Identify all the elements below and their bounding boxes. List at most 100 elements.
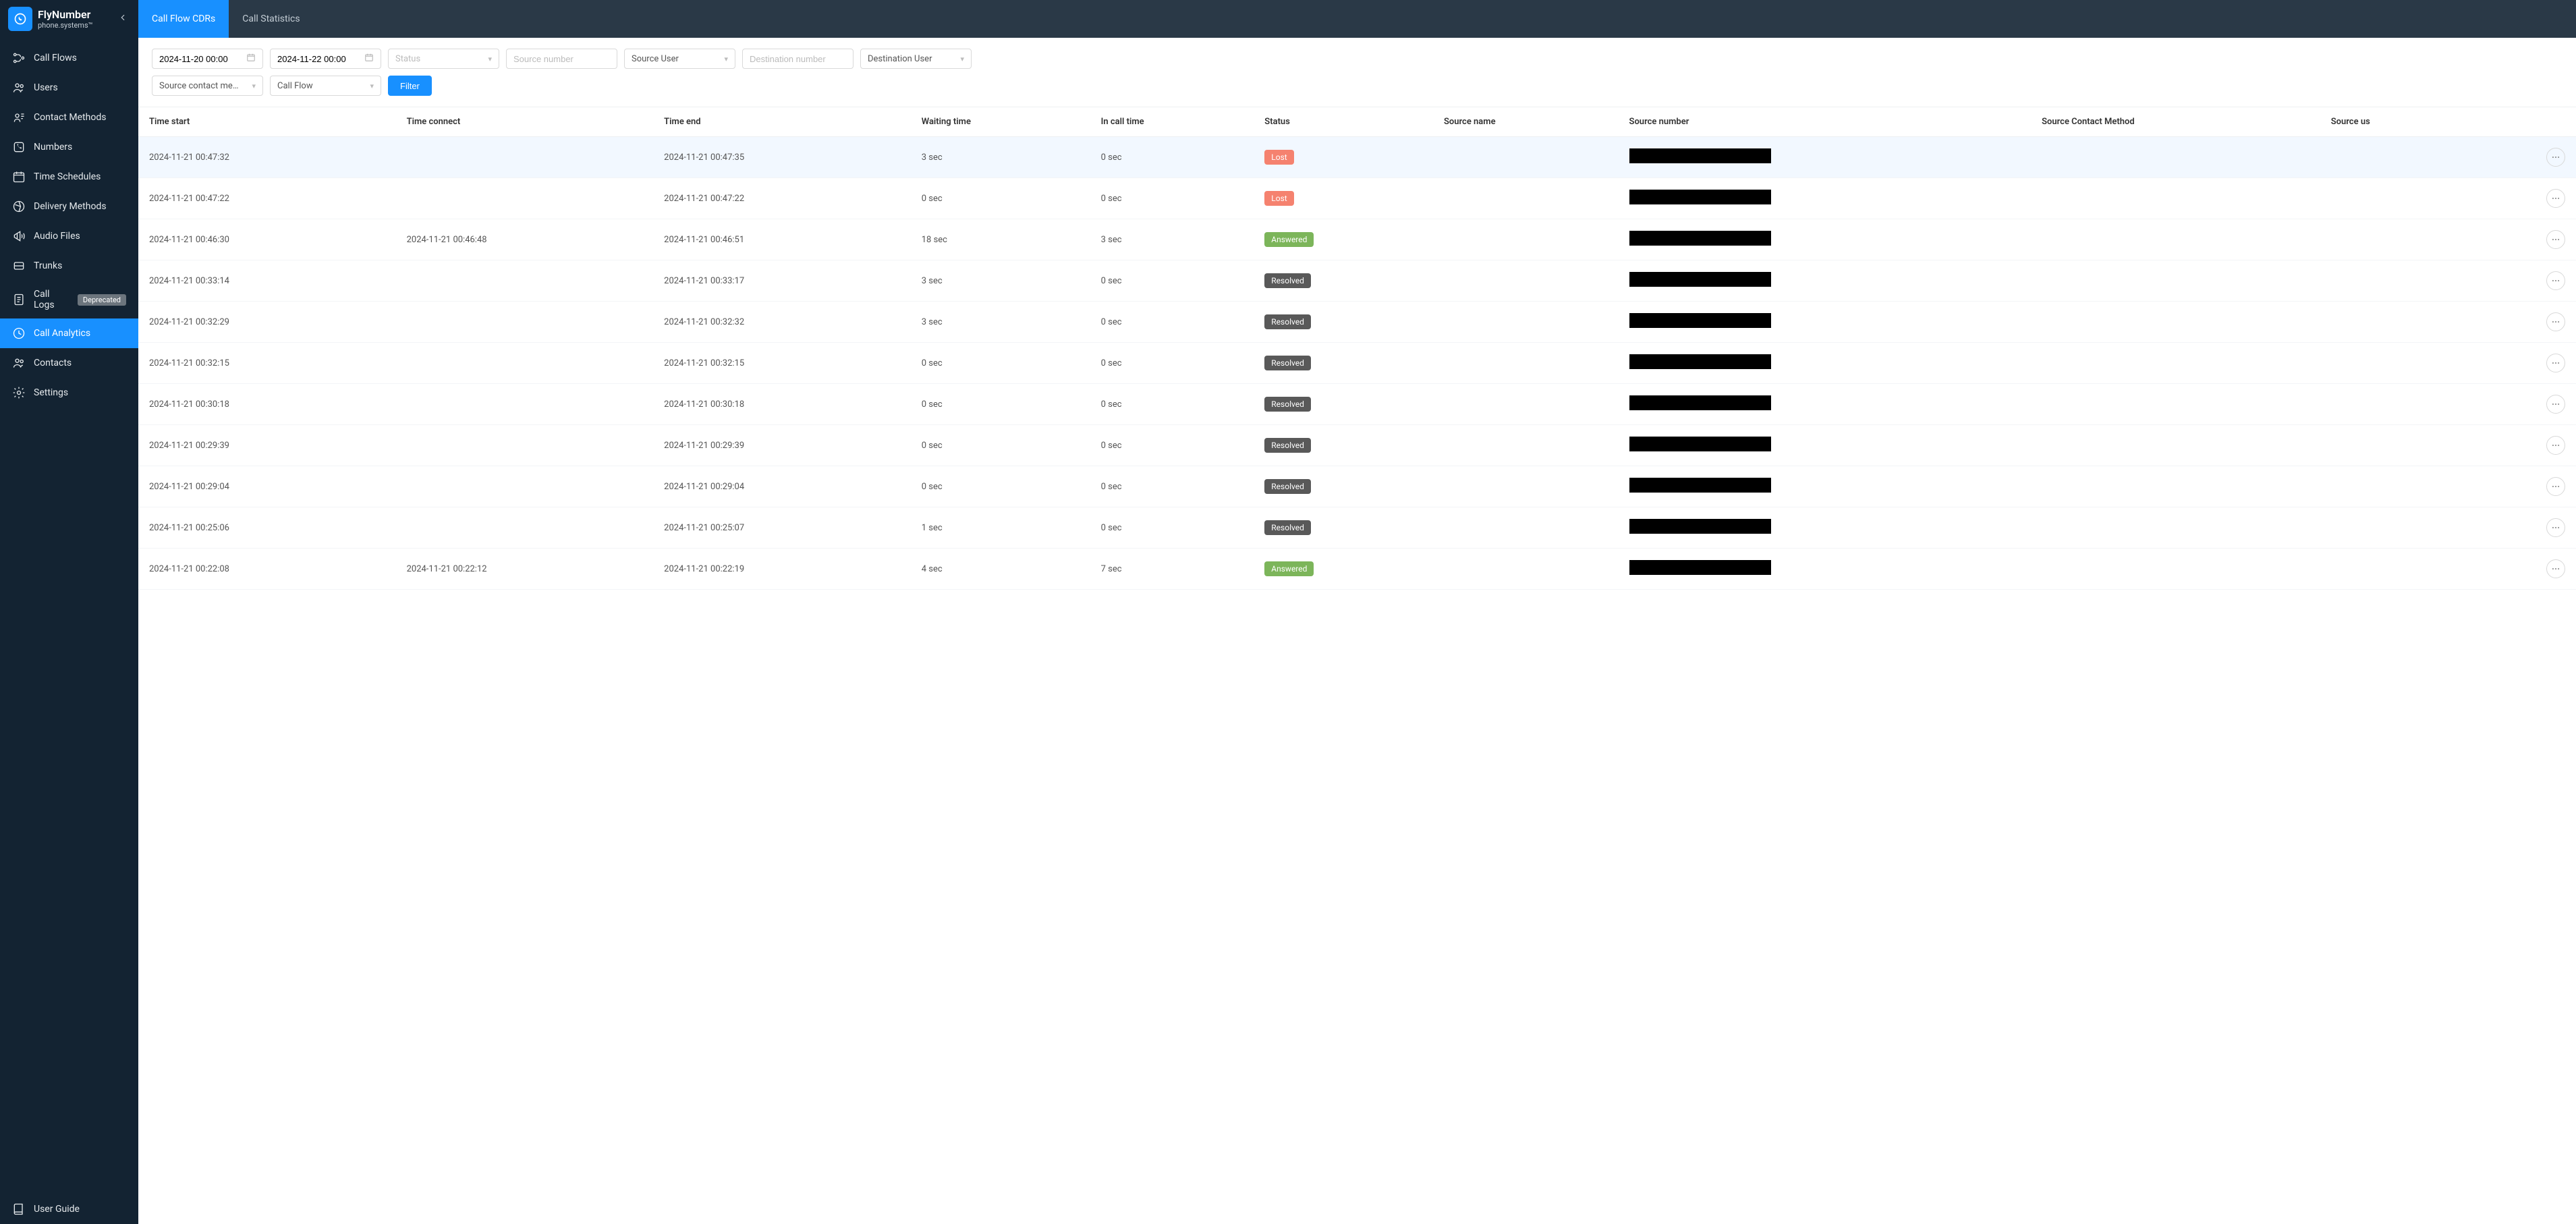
table-cell-actions <box>2473 219 2576 260</box>
sidebar-item-call-flows[interactable]: Call Flows <box>0 43 138 73</box>
sidebar-item-numbers[interactable]: Numbers <box>0 132 138 162</box>
table-cell-source-name <box>1433 178 1619 219</box>
table-row[interactable]: 2024-11-21 00:32:292024-11-21 00:32:323 … <box>138 302 2576 343</box>
column-header[interactable]: Source number <box>1619 107 2032 137</box>
table-cell: 2024-11-21 00:47:22 <box>138 178 396 219</box>
table-row[interactable]: 2024-11-21 00:47:222024-11-21 00:47:220 … <box>138 178 2576 219</box>
column-header[interactable]: Waiting time <box>911 107 1090 137</box>
sidebar-item-audio-files[interactable]: Audio Files <box>0 221 138 251</box>
table-cell-source-number <box>1619 343 2032 384</box>
table-cell-source-contact-method <box>2031 343 2320 384</box>
sidebar-item-contact-methods[interactable]: Contact Methods <box>0 103 138 132</box>
table-cell-actions <box>2473 384 2576 425</box>
column-header[interactable]: Source name <box>1433 107 1619 137</box>
sidebar-item-label: Time Schedules <box>34 171 101 182</box>
sidebar-item-contacts[interactable]: Contacts <box>0 348 138 378</box>
table-cell: 0 sec <box>1090 178 1254 219</box>
table-cell-source-user <box>2320 178 2474 219</box>
row-actions-button[interactable] <box>2546 518 2565 537</box>
table-cell-source-user <box>2320 343 2474 384</box>
table-header-row: Time startTime connectTime endWaiting ti… <box>138 107 2576 137</box>
row-actions-button[interactable] <box>2546 395 2565 414</box>
table-cell: 0 sec <box>1090 425 1254 466</box>
date-from-input[interactable] <box>152 49 263 69</box>
table-cell-source-name <box>1433 507 1619 549</box>
source-contact-method-select[interactable]: Source contact meth… ▾ <box>152 76 263 96</box>
destination-user-select[interactable]: Destination User ▾ <box>860 49 972 69</box>
sidebar-item-users[interactable]: Users <box>0 73 138 103</box>
sidebar-item-settings[interactable]: Settings <box>0 378 138 408</box>
table-cell-status: Resolved <box>1254 302 1433 343</box>
table-cell: 2024-11-21 00:29:39 <box>138 425 396 466</box>
sidebar-item-user-guide[interactable]: User Guide <box>0 1194 138 1224</box>
column-header[interactable]: In call time <box>1090 107 1254 137</box>
table-row[interactable]: 2024-11-21 00:25:062024-11-21 00:25:071 … <box>138 507 2576 549</box>
sidebar-item-call-logs[interactable]: Call LogsDeprecated <box>0 281 138 318</box>
table-cell-actions <box>2473 507 2576 549</box>
row-actions-button[interactable] <box>2546 312 2565 331</box>
column-header[interactable]: Source us <box>2320 107 2474 137</box>
column-header-actions <box>2473 107 2576 137</box>
table-cell-status: Resolved <box>1254 466 1433 507</box>
date-from-field[interactable] <box>159 54 241 64</box>
row-actions-button[interactable] <box>2546 559 2565 578</box>
sidebar-item-trunks[interactable]: Trunks <box>0 251 138 281</box>
table-cell <box>396 137 654 178</box>
table-row[interactable]: 2024-11-21 00:30:182024-11-21 00:30:180 … <box>138 384 2576 425</box>
status-badge: Lost <box>1264 150 1293 165</box>
row-actions-button[interactable] <box>2546 230 2565 249</box>
table-row[interactable]: 2024-11-21 00:32:152024-11-21 00:32:150 … <box>138 343 2576 384</box>
table-cell-source-user <box>2320 137 2474 178</box>
chevron-down-icon: ▾ <box>252 82 256 90</box>
table-row[interactable]: 2024-11-21 00:29:042024-11-21 00:29:040 … <box>138 466 2576 507</box>
call-flow-select[interactable]: Call Flow ▾ <box>270 76 381 96</box>
destination-number-input[interactable] <box>742 49 853 69</box>
flow-icon <box>12 51 26 65</box>
source-user-select[interactable]: Source User ▾ <box>624 49 735 69</box>
redacted-block <box>1629 272 1771 287</box>
column-header[interactable]: Time connect <box>396 107 654 137</box>
column-header[interactable]: Status <box>1254 107 1433 137</box>
table-cell-source-number <box>1619 178 2032 219</box>
source-number-field[interactable] <box>513 54 610 64</box>
table-cell: 2024-11-21 00:29:04 <box>138 466 396 507</box>
tab-call-statistics[interactable]: Call Statistics <box>229 0 313 38</box>
table-row[interactable]: 2024-11-21 00:33:142024-11-21 00:33:173 … <box>138 260 2576 302</box>
more-icon <box>2551 317 2560 327</box>
table-row[interactable]: 2024-11-21 00:46:302024-11-21 00:46:4820… <box>138 219 2576 260</box>
row-actions-button[interactable] <box>2546 271 2565 290</box>
sidebar-item-call-analytics[interactable]: Call Analytics <box>0 318 138 348</box>
table-cell: 2024-11-21 00:46:48 <box>396 219 654 260</box>
call-flow-label: Call Flow <box>277 81 313 91</box>
row-actions-button[interactable] <box>2546 354 2565 372</box>
table-cell: 2024-11-21 00:32:32 <box>653 302 911 343</box>
date-to-field[interactable] <box>277 54 359 64</box>
row-actions-button[interactable] <box>2546 477 2565 496</box>
table-cell: 7 sec <box>1090 549 1254 590</box>
row-actions-button[interactable] <box>2546 148 2565 167</box>
sidebar-item-time-schedules[interactable]: Time Schedules <box>0 162 138 192</box>
date-to-input[interactable] <box>270 49 381 69</box>
row-actions-button[interactable] <box>2546 189 2565 208</box>
status-select[interactable]: Status ▾ <box>388 49 499 69</box>
column-header[interactable]: Time end <box>653 107 911 137</box>
status-badge: Resolved <box>1264 520 1311 535</box>
destination-number-field[interactable] <box>750 54 846 64</box>
gear-icon <box>12 386 26 399</box>
column-header[interactable]: Time start <box>138 107 396 137</box>
table-cell: 0 sec <box>911 425 1090 466</box>
table-row[interactable]: 2024-11-21 00:29:392024-11-21 00:29:390 … <box>138 425 2576 466</box>
tab-call-flow-cdrs[interactable]: Call Flow CDRs <box>138 0 229 38</box>
table-cell-source-name <box>1433 343 1619 384</box>
sidebar-item-delivery-methods[interactable]: Delivery Methods <box>0 192 138 221</box>
filter-button[interactable]: Filter <box>388 76 432 96</box>
destination-user-label: Destination User <box>868 54 932 64</box>
table-row[interactable]: 2024-11-21 00:47:322024-11-21 00:47:353 … <box>138 137 2576 178</box>
column-header[interactable]: Source Contact Method <box>2031 107 2320 137</box>
table-cell: 18 sec <box>911 219 1090 260</box>
table-row[interactable]: 2024-11-21 00:22:082024-11-21 00:22:1220… <box>138 549 2576 590</box>
row-actions-button[interactable] <box>2546 436 2565 455</box>
sidebar-collapse-button[interactable] <box>115 10 130 28</box>
source-number-input[interactable] <box>506 49 617 69</box>
redacted-block <box>1629 231 1771 246</box>
